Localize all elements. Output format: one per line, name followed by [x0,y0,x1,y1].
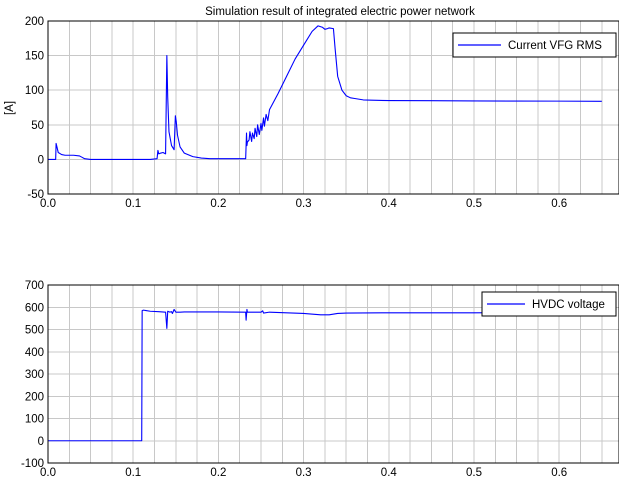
y-tick-label: 50 [31,120,44,132]
voltage-chart-ticks: 0.0 0.1 0.2 0.3 0.4 0.5 0.6 -100 0 100 200 300 400 50… [21,280,567,479]
legend-label: Current VFG RMS [508,40,602,52]
y-tick-label: 200 [25,16,44,28]
voltage-chart-grid [48,285,619,463]
y-tick-label: 200 [25,391,44,403]
y-tick-label: 100 [25,85,44,97]
x-tick-label: 0.4 [381,467,398,479]
legend: HVDC voltage [481,291,617,317]
voltage-chart-series [48,308,602,442]
x-tick-label: 0.0 [40,198,56,210]
chart-title: Simulation result of integrated electric… [205,6,475,18]
x-tick-label: 0.1 [125,198,141,210]
y-tick-label: 600 [25,302,44,314]
legend: Current VFG RMS [452,32,617,58]
series-line [48,25,602,160]
x-tick-label: 0.1 [125,467,141,479]
y-tick-label: 300 [25,369,44,381]
x-tick-label: 0.3 [296,198,312,210]
x-tick-label: 0.0 [40,467,56,479]
x-tick-label: 0.5 [466,467,482,479]
series-line [48,308,602,442]
x-tick-label: 0.2 [210,467,226,479]
y-tick-label: -100 [21,458,44,470]
x-tick-label: 0.2 [210,198,226,210]
current-chart: Simulation result of integrated electric… [4,6,619,210]
x-tick-label: 0.6 [551,467,567,479]
x-tick-label: 0.6 [551,198,567,210]
voltage-chart: 0.0 0.1 0.2 0.3 0.4 0.5 0.6 -100 0 100 200 300 400 50… [21,280,619,479]
y-tick-label: 700 [25,280,44,292]
y-tick-label: 0 [38,154,44,166]
y-axis-label: [A] [4,101,16,115]
x-tick-label: 0.3 [296,467,312,479]
x-tick-label: 0.4 [381,198,398,210]
y-tick-label: 500 [25,325,44,337]
x-tick-label: 0.5 [466,198,482,210]
current-chart-frame [47,20,619,195]
voltage-chart-frame [47,284,619,464]
current-chart-series [48,25,602,160]
y-tick-label: 100 [25,414,44,426]
y-tick-label: 150 [25,51,44,63]
y-tick-label: -50 [27,189,44,201]
y-tick-label: 0 [38,436,44,448]
legend-label: HVDC voltage [532,299,605,311]
y-tick-label: 400 [25,347,44,359]
current-chart-ticks: 0.0 0.1 0.2 0.3 0.4 0.5 0.6 -50 0 50 100 150 200 [25,16,567,210]
